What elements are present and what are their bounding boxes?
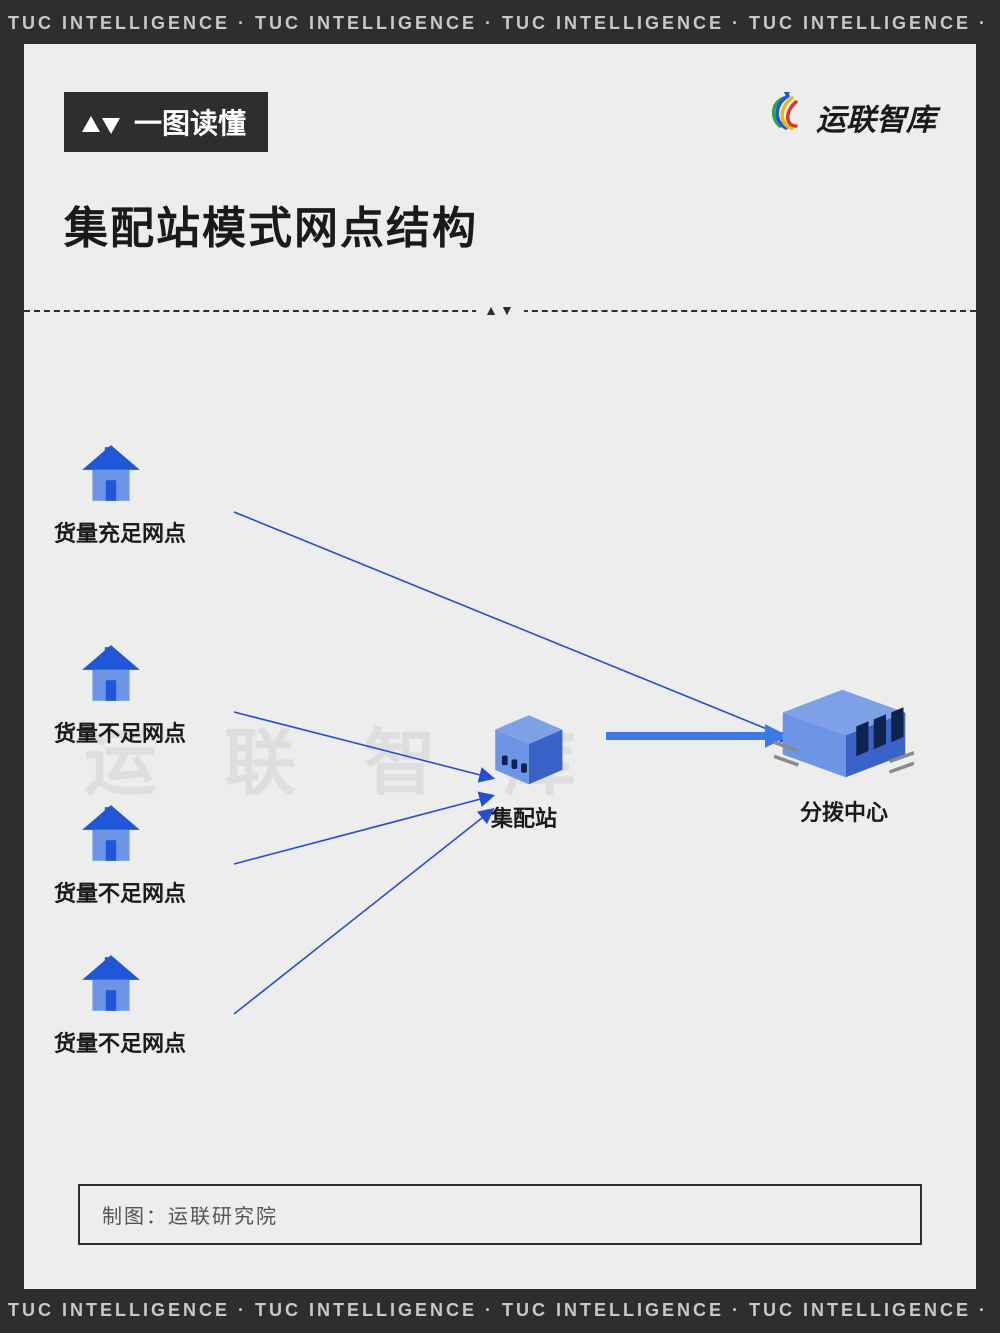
node-label: 货量不足网点 [54,876,254,908]
brand-name: 运联智库 [816,95,936,139]
node-n1: 货量充足网点 [54,441,254,548]
edge-n4-hub [234,810,492,1014]
brand-logo: 运联智库 [762,92,936,141]
house-icon [78,801,144,872]
node-n4: 货量不足网点 [54,951,254,1058]
footer-credit: 制图：运联研究院 [78,1184,922,1245]
house-icon [78,951,144,1022]
footer-text: 制图：运联研究院 [102,1206,278,1228]
series-badge: 一图读懂 [64,92,268,152]
inner-panel: 一图读懂 运联智库 集配站模式网点结构 ▲▼ 运 联 智 库 [24,44,976,1289]
badge-label: 一图读懂 [134,102,246,142]
node-hub: 集配站 [434,696,614,833]
node-center: 分拨中心 [754,674,934,827]
node-label: 集配站 [434,801,614,833]
house-icon [78,641,144,712]
outer-frame: TUC INTELLIGENCE · TUC INTELLIGENCE · TU… [0,0,1000,1333]
logo-swirl-icon [762,92,806,141]
house-icon [78,441,144,512]
node-label: 货量充足网点 [54,516,254,548]
node-label: 分拨中心 [754,795,934,827]
banner-bottom: TUC INTELLIGENCE · TUC INTELLIGENCE · TU… [0,1295,1000,1325]
node-n2: 货量不足网点 [54,641,254,748]
badge-triangle-icon [82,111,122,133]
cube-icon [476,696,572,797]
node-n3: 货量不足网点 [54,801,254,908]
network-diagram: 货量充足网点 货量不足网点 货量不足网点 货量不足网点 集配站 分拨中心 [24,344,976,1144]
warehouse-icon [774,674,914,791]
node-label: 货量不足网点 [54,1026,254,1058]
header-area: 一图读懂 运联智库 集配站模式网点结构 [24,44,976,274]
divider-mark-icon: ▲▼ [476,302,524,318]
main-title: 集配站模式网点结构 [64,192,478,256]
node-label: 货量不足网点 [54,716,254,748]
banner-top: TUC INTELLIGENCE · TUC INTELLIGENCE · TU… [0,8,1000,38]
